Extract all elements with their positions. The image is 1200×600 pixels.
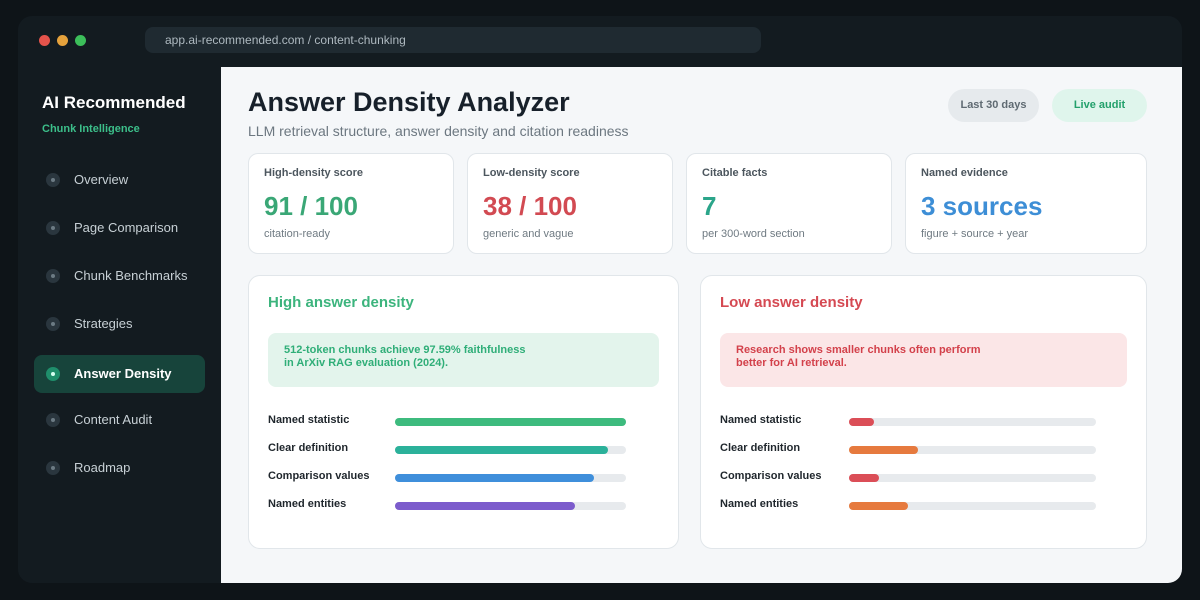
sidebar-item-label: Roadmap <box>74 460 131 475</box>
brand-name: AI Recommended <box>42 93 186 112</box>
quote-line: 512-token chunks achieve 97.59% faithful… <box>284 344 526 356</box>
nav-bullet-icon <box>46 461 60 475</box>
stat-note: generic and vague <box>483 228 574 240</box>
stat-value: 38 / 100 <box>483 191 577 221</box>
date-range-button[interactable]: Last 30 days <box>948 89 1039 122</box>
metric-label: Named statistic <box>268 414 350 426</box>
sidebar-item-strategies[interactable]: Strategies <box>34 305 205 343</box>
metric-label: Clear definition <box>720 442 801 454</box>
stat-value: 91 / 100 <box>264 191 358 221</box>
stat-note: citation-ready <box>264 228 331 240</box>
sidebar-item-page-comparison[interactable]: Page Comparison <box>34 209 205 247</box>
live-audit-button[interactable]: Live audit <box>1052 89 1147 122</box>
metric-bar <box>395 502 626 510</box>
metric-bar-fill <box>849 418 874 426</box>
quote-line: in ArXiv RAG evaluation (2024). <box>284 357 449 369</box>
stat-card-high-density: High-density score 91 / 100 citation-rea… <box>248 153 454 254</box>
metric-bar <box>395 474 626 482</box>
brand-subtitle: Chunk Intelligence <box>42 123 140 135</box>
sidebar-item-answer-density[interactable]: Answer Density <box>34 355 205 393</box>
browser-window: app.ai-recommended.com / content-chunkin… <box>18 16 1182 583</box>
example-quote: Research shows smaller chunks often perf… <box>720 333 1127 387</box>
metric-bar-fill <box>395 502 575 510</box>
metric-bar-fill <box>849 474 879 482</box>
metric-bar-fill <box>395 446 608 454</box>
nav-bullet-icon <box>46 269 60 283</box>
panel-title: High answer density <box>268 294 414 311</box>
stat-value: 7 <box>702 191 717 221</box>
quote-line: Research shows smaller chunks often perf… <box>736 344 981 356</box>
nav-bullet-icon <box>46 173 60 187</box>
sidebar-item-content-audit[interactable]: Content Audit <box>34 401 205 439</box>
stat-card-citable-facts: Citable facts 7 per 300-word section <box>686 153 892 254</box>
page-title: Answer Density Analyzer <box>248 87 570 117</box>
quote-line: better for AI retrieval. <box>736 357 847 369</box>
sidebar-item-roadmap[interactable]: Roadmap <box>34 449 205 487</box>
metric-bar <box>395 418 626 426</box>
metric-bar-fill <box>849 446 918 454</box>
metric-label: Clear definition <box>268 442 349 454</box>
sidebar-item-label: Page Comparison <box>74 220 179 235</box>
sidebar-item-label: Strategies <box>74 316 133 331</box>
metric-bar-fill <box>849 502 908 510</box>
metric-bar-fill <box>395 474 594 482</box>
stat-label: Citable facts <box>702 167 768 179</box>
nav-bullet-icon <box>46 221 60 235</box>
metric-label: Named entities <box>268 498 347 510</box>
metric-bar <box>849 446 1096 454</box>
address-bar[interactable]: app.ai-recommended.com / content-chunkin… <box>145 27 761 53</box>
stat-card-named-evidence: Named evidence 3 sources figure + source… <box>905 153 1147 254</box>
sidebar-item-label: Content Audit <box>74 412 153 427</box>
minimize-window-dot[interactable] <box>57 35 68 46</box>
title-bar: app.ai-recommended.com / content-chunkin… <box>18 16 1182 67</box>
metric-bar <box>849 418 1096 426</box>
panel-high-density: High answer density 512-token chunks ach… <box>248 275 679 549</box>
panel-title: Low answer density <box>720 294 863 311</box>
stat-note: per 300-word section <box>702 228 805 240</box>
metric-bar <box>849 502 1096 510</box>
sidebar-item-overview[interactable]: Overview <box>34 161 205 199</box>
metric-label: Named statistic <box>720 414 802 426</box>
stat-label: High-density score <box>264 167 364 179</box>
example-quote: 512-token chunks achieve 97.59% faithful… <box>268 333 659 387</box>
sidebar-item-label: Answer Density <box>74 366 172 381</box>
metric-label: Comparison values <box>268 470 370 482</box>
sidebar: AI Recommended Chunk Intelligence Overvi… <box>18 67 221 583</box>
stat-value: 3 sources <box>921 191 1043 221</box>
main-content: Answer Density Analyzer LLM retrieval st… <box>221 67 1182 583</box>
page-subtitle: LLM retrieval structure, answer density … <box>248 123 629 139</box>
nav-bullet-icon <box>46 317 60 331</box>
sidebar-item-label: Chunk Benchmarks <box>74 268 188 283</box>
metric-bar-fill <box>395 418 626 426</box>
panel-low-density: Low answer density Research shows smalle… <box>700 275 1147 549</box>
metric-bar <box>849 474 1096 482</box>
close-window-dot[interactable] <box>39 35 50 46</box>
stat-label: Named evidence <box>921 167 1008 179</box>
nav-bullet-icon <box>46 413 60 427</box>
stat-label: Low-density score <box>483 167 580 179</box>
metric-label: Named entities <box>720 498 799 510</box>
nav-bullet-icon <box>46 367 60 381</box>
sidebar-item-label: Overview <box>74 172 129 187</box>
sidebar-item-chunk-benchmarks[interactable]: Chunk Benchmarks <box>34 257 205 295</box>
stat-note: figure + source + year <box>921 228 1029 240</box>
maximize-window-dot[interactable] <box>75 35 86 46</box>
metric-bar <box>395 446 626 454</box>
stat-card-low-density: Low-density score 38 / 100 generic and v… <box>467 153 673 254</box>
metric-label: Comparison values <box>720 470 822 482</box>
